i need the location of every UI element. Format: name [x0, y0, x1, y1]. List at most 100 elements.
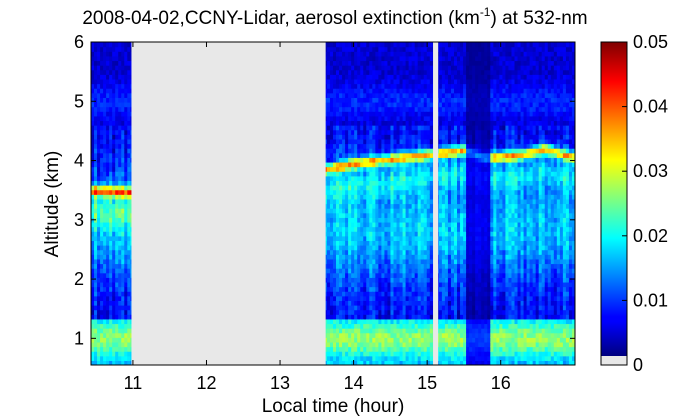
- heatmap-cell: [100, 92, 104, 98]
- heatmap-cell: [103, 42, 107, 48]
- heatmap-cell: [100, 323, 104, 329]
- heatmap-cell: [94, 263, 98, 269]
- heatmap-cell: [121, 185, 125, 191]
- heatmap-cell: [115, 300, 119, 306]
- heatmap-cell: [118, 74, 122, 80]
- heatmap-cell: [91, 203, 95, 209]
- heatmap-cell: [115, 185, 119, 191]
- heatmap-cell: [103, 125, 107, 131]
- heatmap-cell: [94, 231, 98, 237]
- heatmap-cell: [112, 212, 116, 218]
- heatmap-cell: [94, 351, 98, 357]
- heatmap-cell: [109, 254, 113, 260]
- heatmap-cell: [109, 42, 113, 48]
- heatmap-cell: [103, 346, 107, 352]
- heatmap-cell: [106, 323, 110, 329]
- heatmap-cell: [94, 281, 98, 288]
- heatmap-cell: [127, 148, 131, 154]
- heatmap-cell: [106, 115, 110, 122]
- heatmap-cell: [112, 231, 116, 237]
- heatmap-cell: [100, 111, 104, 117]
- heatmap-cell: [115, 203, 119, 209]
- heatmap-cell: [94, 60, 98, 66]
- heatmap-cell: [115, 268, 119, 274]
- heatmap-cell: [112, 171, 116, 177]
- heatmap-cell: [97, 198, 101, 205]
- heatmap-cell: [112, 101, 116, 108]
- heatmap-cell: [127, 129, 131, 135]
- heatmap-cell: [103, 305, 107, 311]
- heatmap-cell: [97, 221, 101, 228]
- heatmap-cell: [106, 332, 110, 338]
- heatmap-cell: [115, 125, 119, 131]
- heatmap-cell: [109, 281, 113, 288]
- heatmap-cell: [115, 143, 119, 149]
- heatmap-cell: [124, 42, 128, 48]
- heatmap-cell: [112, 268, 116, 274]
- heatmap-cell: [118, 212, 122, 218]
- heatmap-cell: [112, 69, 116, 75]
- heatmap-cell: [103, 46, 107, 52]
- heatmap-cell: [127, 194, 131, 200]
- heatmap-cell: [127, 249, 131, 255]
- heatmap-cell: [118, 171, 122, 177]
- heatmap-cell: [112, 175, 116, 182]
- heatmap-cell: [115, 263, 119, 269]
- heatmap-cell: [112, 55, 116, 62]
- heatmap-cell: [103, 138, 107, 145]
- heatmap-cell: [94, 277, 98, 283]
- heatmap-cell: [97, 272, 101, 278]
- heatmap-cell: [127, 78, 131, 85]
- heatmap-cell: [94, 346, 98, 352]
- heatmap-cell: [97, 281, 101, 288]
- heatmap-cell: [97, 226, 101, 232]
- heatmap-cell: [112, 346, 116, 352]
- heatmap-cell: [106, 111, 110, 117]
- heatmap-cell: [112, 300, 116, 306]
- heatmap-cell: [124, 189, 128, 195]
- heatmap-cell: [109, 305, 113, 311]
- heatmap-cell: [97, 309, 101, 315]
- heatmap-cell: [121, 74, 125, 80]
- heatmap-cell: [121, 295, 125, 301]
- heatmap-cell: [127, 143, 131, 149]
- heatmap-cell: [127, 263, 131, 269]
- heatmap-cell: [97, 360, 101, 365]
- heatmap-cell: [124, 175, 128, 182]
- heatmap-cell: [118, 217, 122, 223]
- heatmap-cell: [109, 88, 113, 94]
- heatmap-cell: [100, 60, 104, 66]
- heatmap-cell: [112, 46, 116, 52]
- heatmap-cell: [115, 148, 119, 154]
- heatmap-cell: [109, 268, 113, 274]
- heatmap-cell: [106, 281, 110, 288]
- heatmap-cell: [121, 60, 125, 66]
- heatmap-cell: [91, 134, 95, 140]
- heatmap-cell: [112, 221, 116, 228]
- heatmap-cell: [121, 194, 125, 200]
- heatmap-cell: [112, 286, 116, 292]
- heatmap-cell: [91, 69, 95, 75]
- heatmap-cell: [91, 240, 95, 246]
- heatmap-cell: [127, 332, 131, 338]
- heatmap-cell: [97, 235, 101, 242]
- heatmap-cell: [97, 323, 101, 329]
- heatmap-cell: [121, 138, 125, 145]
- heatmap-cell: [94, 46, 98, 52]
- heatmap-cell: [112, 194, 116, 200]
- heatmap-cell: [106, 351, 110, 357]
- heatmap-cell: [124, 111, 128, 117]
- heatmap-cell: [121, 217, 125, 223]
- heatmap-cell: [121, 111, 125, 117]
- heatmap-cell: [100, 258, 104, 265]
- heatmap-cell: [115, 60, 119, 66]
- heatmap-cell: [94, 235, 98, 242]
- heatmap-cell: [121, 129, 125, 135]
- heatmap-cell: [91, 277, 95, 283]
- heatmap-cell: [100, 120, 104, 126]
- heatmap-cell: [124, 88, 128, 94]
- heatmap-cell: [103, 97, 107, 103]
- heatmap-cell: [106, 120, 110, 126]
- heatmap-cell: [91, 314, 95, 320]
